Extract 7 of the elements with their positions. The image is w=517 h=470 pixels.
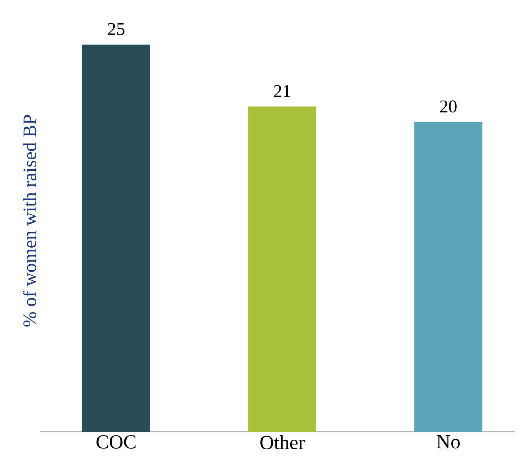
x-tick-label: Other xyxy=(260,436,305,450)
y-axis-title: % of women with raised BP xyxy=(22,115,36,327)
data-label: 20 xyxy=(440,100,457,113)
data-label: 21 xyxy=(274,85,290,98)
x-tick-label: COC xyxy=(96,436,136,449)
x-tick-label: No xyxy=(436,436,460,449)
data-label: 25 xyxy=(108,23,125,36)
